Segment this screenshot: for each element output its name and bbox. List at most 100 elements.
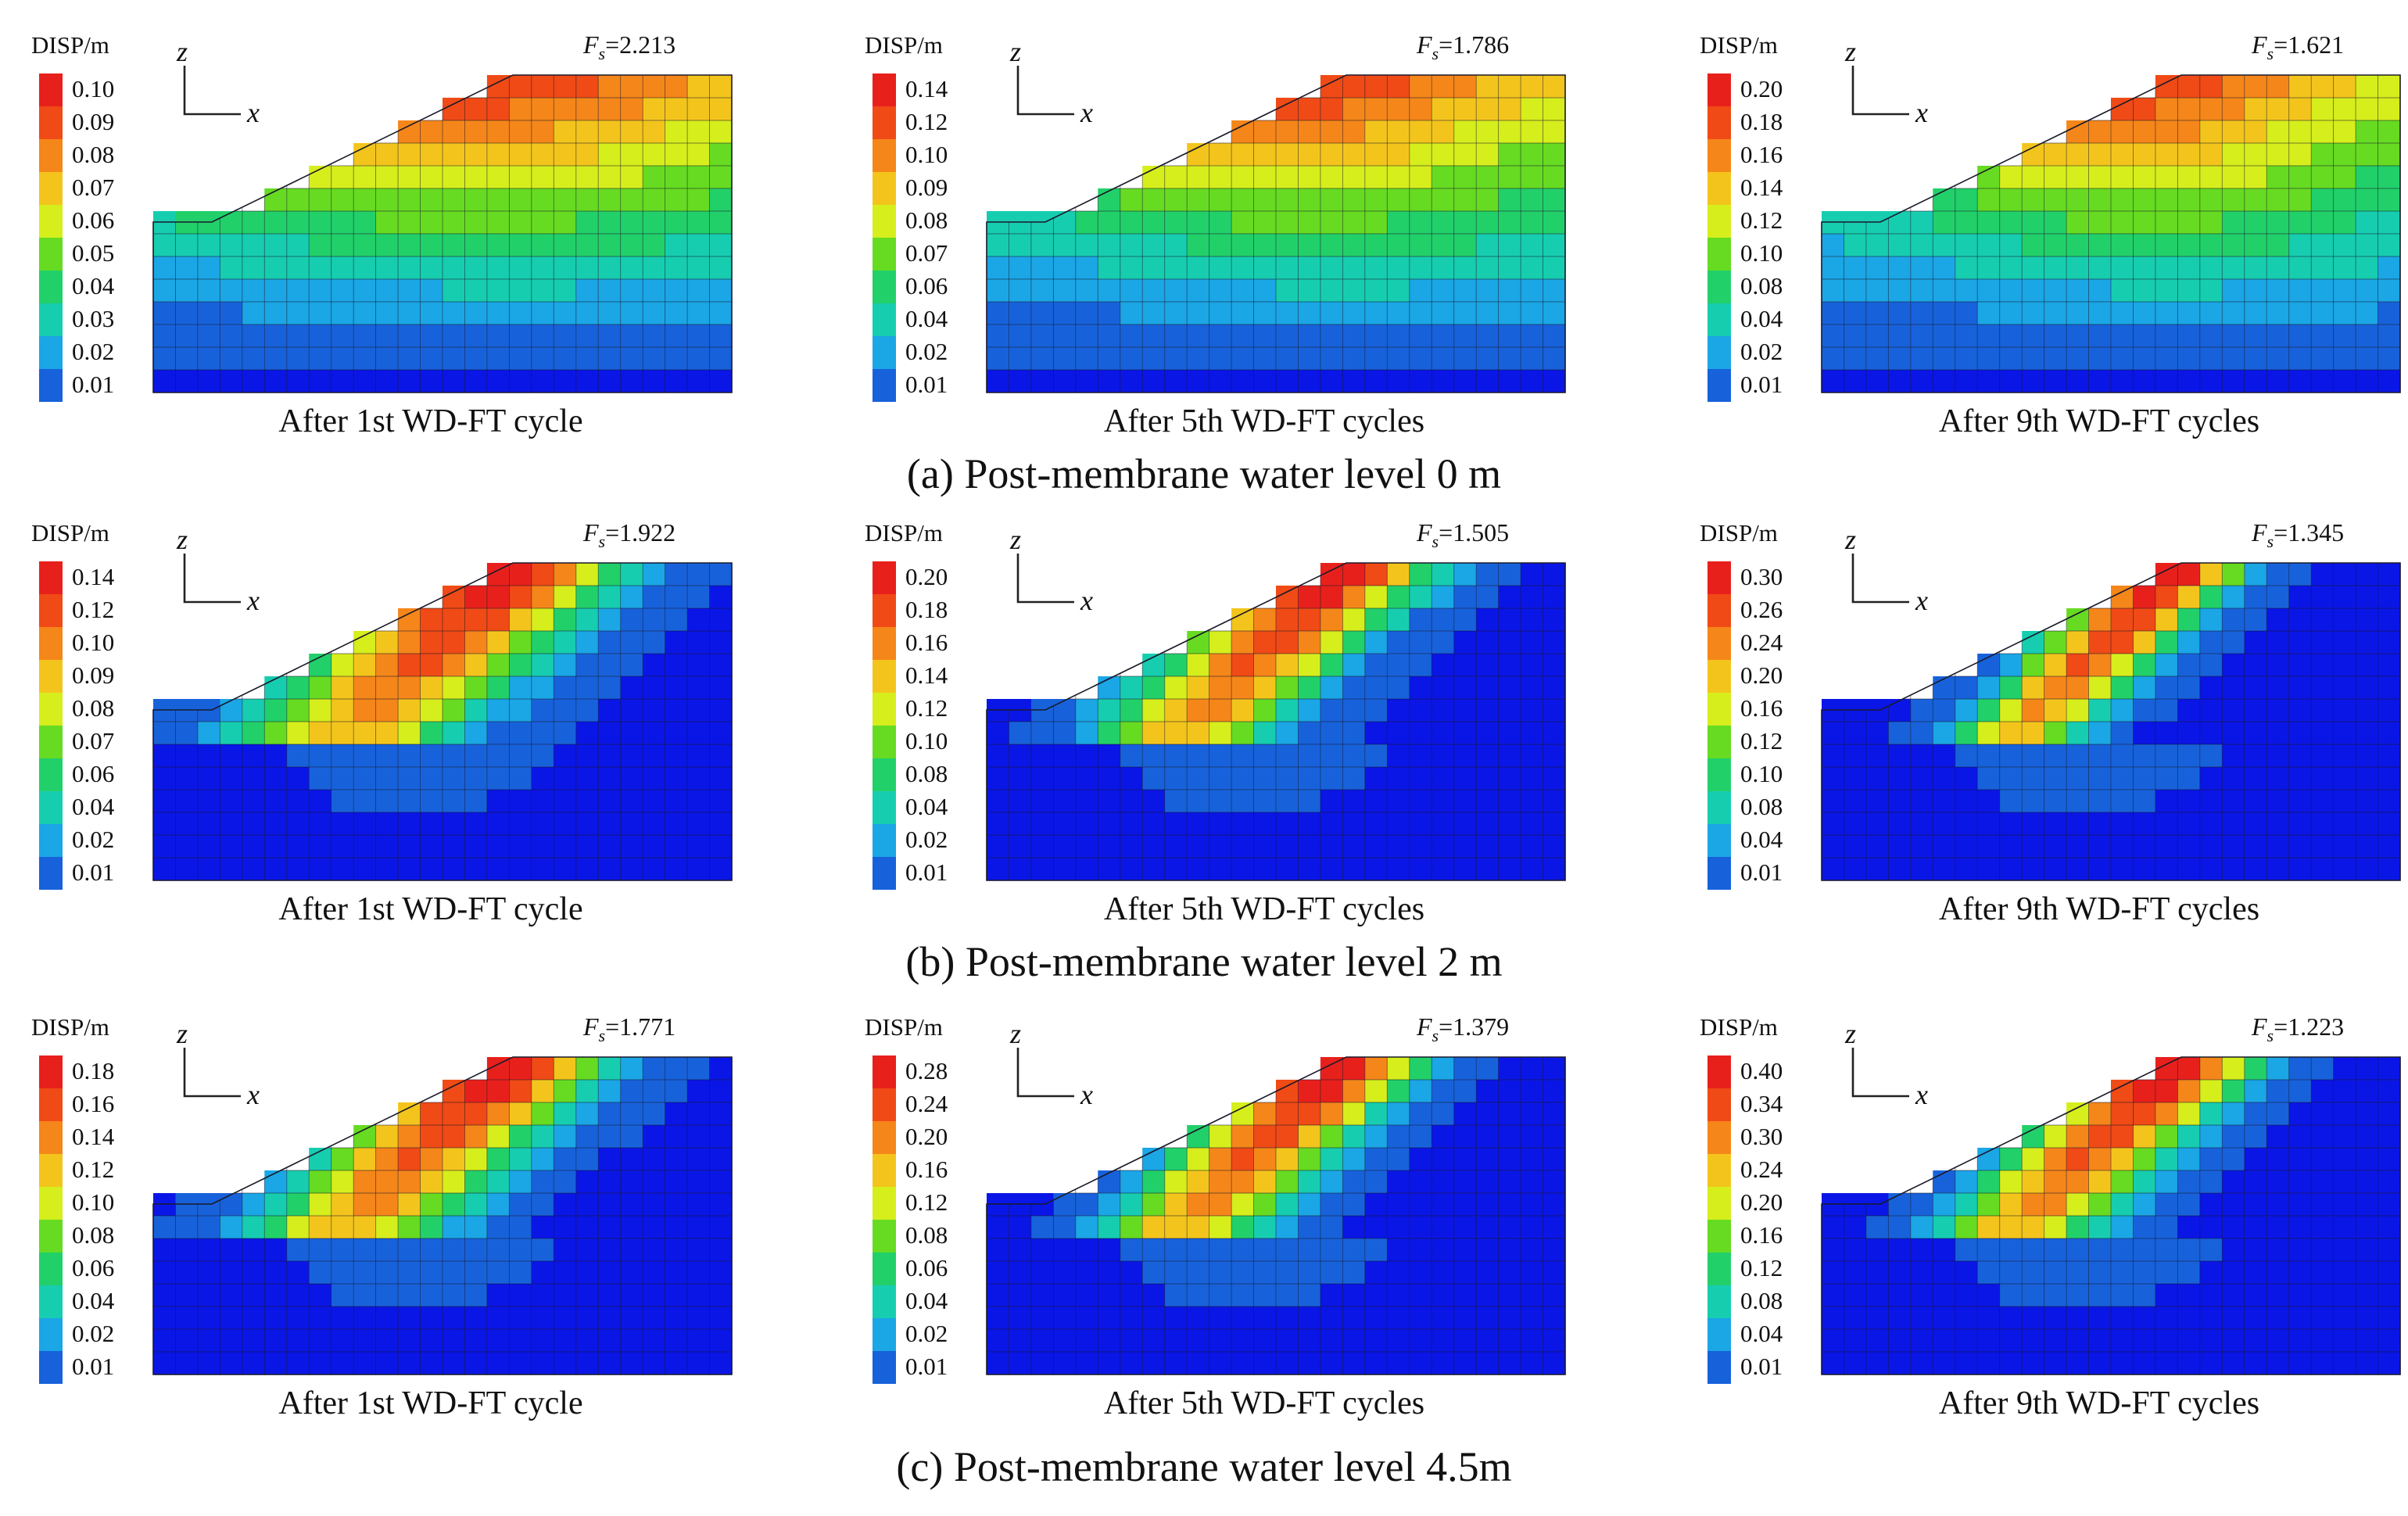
contour-cell: [1498, 256, 1521, 280]
contour-cell: [2311, 722, 2335, 745]
legend-tick-label: 0.34: [1740, 1090, 1783, 1117]
contour-cell: [486, 120, 510, 144]
contour-cell: [575, 699, 599, 722]
contour-cell: [1098, 790, 1121, 813]
contour-cell: [1910, 835, 1933, 858]
contour-cell: [197, 1261, 220, 1285]
contour-cell: [464, 120, 488, 144]
contour-cell: [264, 744, 288, 768]
contour-cell: [286, 1216, 310, 1239]
contour-cell: [197, 1216, 220, 1239]
contour-cell: [464, 722, 488, 745]
contour-cell: [309, 1193, 332, 1217]
contour-cell: [1164, 324, 1188, 348]
contour-cell: [575, 767, 599, 790]
contour-cell: [1999, 1238, 2023, 1262]
contour-cell: [1231, 631, 1255, 654]
legend-tick-label: 0.40: [1740, 1057, 1783, 1084]
contour-cell: [1933, 1306, 1956, 1330]
contour-cell: [420, 812, 443, 836]
contour-cell: [1933, 1329, 1956, 1353]
contour-cell: [1977, 324, 2001, 348]
contour-cell: [1387, 676, 1410, 700]
contour-cell: [2266, 744, 2290, 768]
contour-cell: [554, 1057, 577, 1081]
contour-cell: [1543, 654, 1566, 677]
contour-cell: [1888, 279, 1912, 303]
contour-cell: [598, 722, 622, 745]
contour-cell: [554, 347, 577, 371]
contour-cell: [1822, 1329, 1845, 1353]
contour-cell: [2022, 324, 2045, 348]
contour-cell: [331, 654, 354, 677]
contour-cell: [264, 1329, 288, 1353]
contour-cell: [1453, 1352, 1477, 1375]
contour-cell: [687, 1352, 711, 1375]
contour-cell: [464, 699, 488, 722]
contour-cell: [1342, 631, 1366, 654]
contour-cell: [2022, 1352, 2045, 1375]
contour-cell: [643, 120, 666, 144]
contour-cell: [1409, 1306, 1432, 1330]
contour-cell: [1865, 1352, 1889, 1375]
contour-cell: [1364, 722, 1388, 745]
contour-cell: [220, 234, 243, 257]
contour-cell: [242, 1284, 265, 1307]
contour-cell: [286, 790, 310, 813]
contour-cell: [1844, 767, 1867, 790]
contour-cell: [2044, 1306, 2067, 1330]
contour-cell: [987, 812, 1010, 836]
contour-cell: [2111, 744, 2134, 768]
contour-cell: [1231, 1170, 1255, 1194]
contour-cell: [554, 631, 577, 654]
legend-swatch: [1707, 1253, 1731, 1285]
contour-cell: [153, 744, 177, 768]
legend-tick-label: 0.26: [1740, 596, 1783, 623]
contour-cell: [598, 234, 622, 257]
contour-cell: [665, 1329, 688, 1353]
legend-tick-label: 0.12: [72, 1156, 114, 1183]
contour-cell: [709, 347, 733, 371]
contour-cell: [2177, 302, 2201, 325]
contour-cell: [1498, 324, 1521, 348]
contour-cell: [575, 75, 599, 99]
contour-cell: [1476, 812, 1500, 836]
contour-cell: [197, 1329, 220, 1353]
contour-cell: [175, 767, 199, 790]
legend-swatch: [1707, 1121, 1731, 1154]
contour-cell: [1364, 790, 1388, 813]
contour-cell: [1276, 234, 1299, 257]
contour-cell: [620, 143, 643, 167]
contour-cell: [1276, 166, 1299, 189]
legend-tick-label: 0.10: [905, 141, 948, 168]
contour-cell: [1999, 256, 2023, 280]
contour-cell: [1521, 722, 1544, 745]
contour-cell: [1120, 347, 1143, 371]
contour-cell: [1498, 835, 1521, 858]
contour-cell: [443, 1329, 466, 1353]
contour-cell: [2066, 1125, 2090, 1149]
contour-cell: [2044, 790, 2067, 813]
contour-cell: [2222, 143, 2245, 167]
contour-cell: [2311, 767, 2335, 790]
contour-cell: [309, 302, 332, 325]
contour-cell: [153, 1261, 177, 1285]
slope-contour-plot: DISP/m0.300.260.240.200.160.120.100.080.…: [1700, 518, 2401, 927]
contour-cell: [331, 699, 354, 722]
contour-cell: [1910, 1193, 1933, 1217]
contour-cell: [1432, 256, 1455, 280]
legend-tick-label: 0.16: [905, 1156, 948, 1183]
contour-cell: [1453, 188, 1477, 212]
legend-swatch: [873, 1351, 896, 1384]
contour-cell: [353, 188, 377, 212]
contour-cell: [2333, 790, 2356, 813]
legend-swatch: [873, 594, 896, 627]
contour-cell: [1364, 1080, 1388, 1103]
contour-cell: [443, 302, 466, 325]
contour-cell: [1276, 347, 1299, 371]
axis-triad: [1851, 554, 1909, 604]
legend-swatch: [1707, 627, 1731, 660]
contour-cell: [175, 744, 199, 768]
contour-cell: [375, 812, 399, 836]
contour-cell: [375, 234, 399, 257]
